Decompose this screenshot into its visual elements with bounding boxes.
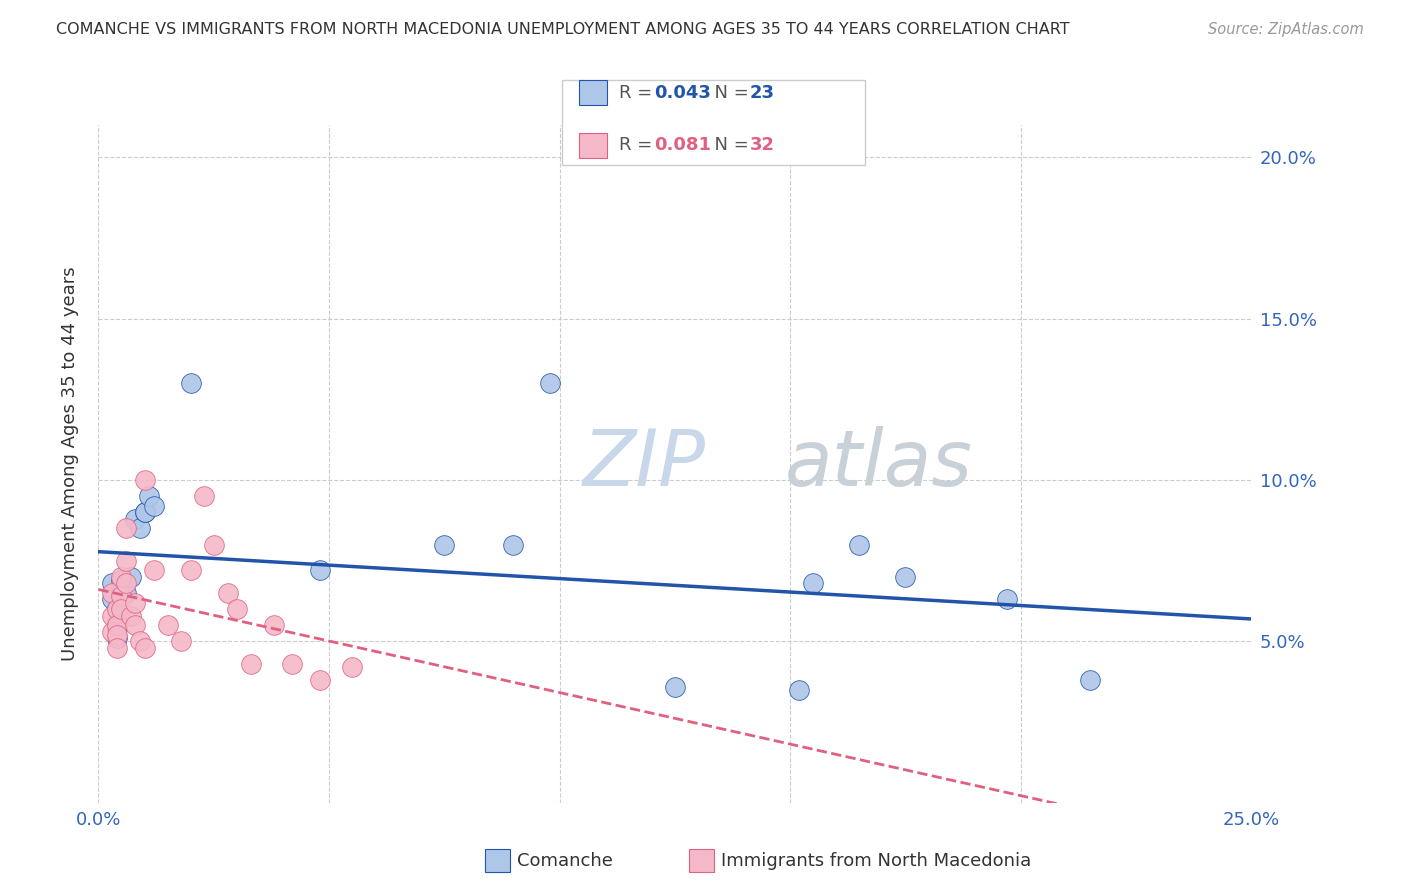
Point (134, 505, 156, 519)
Point (801, 576, 824, 591)
Point (180, 563, 202, 577)
Point (180, 376, 202, 391)
Point (124, 596, 146, 610)
Y-axis label: Unemployment Among Ages 35 to 44 years: Unemployment Among Ages 35 to 44 years (60, 267, 79, 661)
Point (105, 602, 128, 616)
Point (1078, 673, 1101, 687)
Point (239, 657, 262, 671)
Text: 0.081: 0.081 (654, 136, 711, 154)
Point (138, 489, 160, 503)
Point (129, 634, 152, 648)
Point (115, 554, 138, 568)
Text: Source: ZipAtlas.com: Source: ZipAtlas.com (1208, 22, 1364, 37)
Point (193, 489, 215, 503)
Point (120, 608, 142, 623)
Point (848, 537, 870, 551)
Point (664, 680, 686, 694)
Point (995, 592, 1018, 607)
Text: 32: 32 (749, 136, 775, 154)
Point (538, 376, 561, 391)
Point (115, 586, 138, 600)
Text: R =: R = (619, 84, 658, 102)
Point (142, 563, 165, 577)
Point (217, 586, 239, 600)
Point (124, 618, 146, 632)
Point (105, 622, 128, 636)
Point (105, 615, 128, 629)
Point (502, 537, 524, 551)
Text: Immigrants from North Macedonia: Immigrants from North Macedonia (721, 852, 1032, 870)
Point (105, 640, 128, 655)
Point (170, 634, 193, 648)
Point (156, 618, 179, 632)
Point (134, 505, 156, 519)
Point (101, 624, 124, 639)
Point (894, 570, 917, 584)
Point (110, 570, 132, 584)
Point (105, 618, 128, 632)
Point (105, 602, 128, 616)
Point (202, 537, 225, 551)
Point (120, 570, 142, 584)
Text: 0.043: 0.043 (654, 84, 710, 102)
Point (115, 576, 138, 591)
Point (110, 602, 132, 616)
Text: Comanche: Comanche (517, 852, 613, 870)
Text: atlas: atlas (785, 425, 973, 502)
Point (110, 573, 132, 587)
Point (308, 563, 330, 577)
Text: 23: 23 (749, 84, 775, 102)
Point (134, 640, 156, 655)
Point (308, 673, 330, 687)
Point (110, 589, 132, 603)
Point (263, 618, 285, 632)
Point (101, 586, 124, 600)
Point (142, 499, 165, 513)
Point (225, 602, 247, 616)
Point (129, 521, 152, 535)
Point (101, 592, 124, 607)
Point (433, 537, 456, 551)
Text: N =: N = (703, 84, 755, 102)
Point (105, 628, 128, 642)
Point (110, 586, 132, 600)
Text: R =: R = (619, 136, 658, 154)
Point (281, 657, 304, 671)
Point (124, 512, 146, 526)
Text: N =: N = (703, 136, 755, 154)
Point (789, 682, 811, 697)
Point (340, 660, 363, 674)
Point (101, 576, 124, 591)
Text: ZIP: ZIP (582, 425, 706, 502)
Point (134, 473, 156, 487)
Point (105, 631, 128, 645)
Text: COMANCHE VS IMMIGRANTS FROM NORTH MACEDONIA UNEMPLOYMENT AMONG AGES 35 TO 44 YEA: COMANCHE VS IMMIGRANTS FROM NORTH MACEDO… (56, 22, 1070, 37)
Point (101, 608, 124, 623)
Point (115, 521, 138, 535)
